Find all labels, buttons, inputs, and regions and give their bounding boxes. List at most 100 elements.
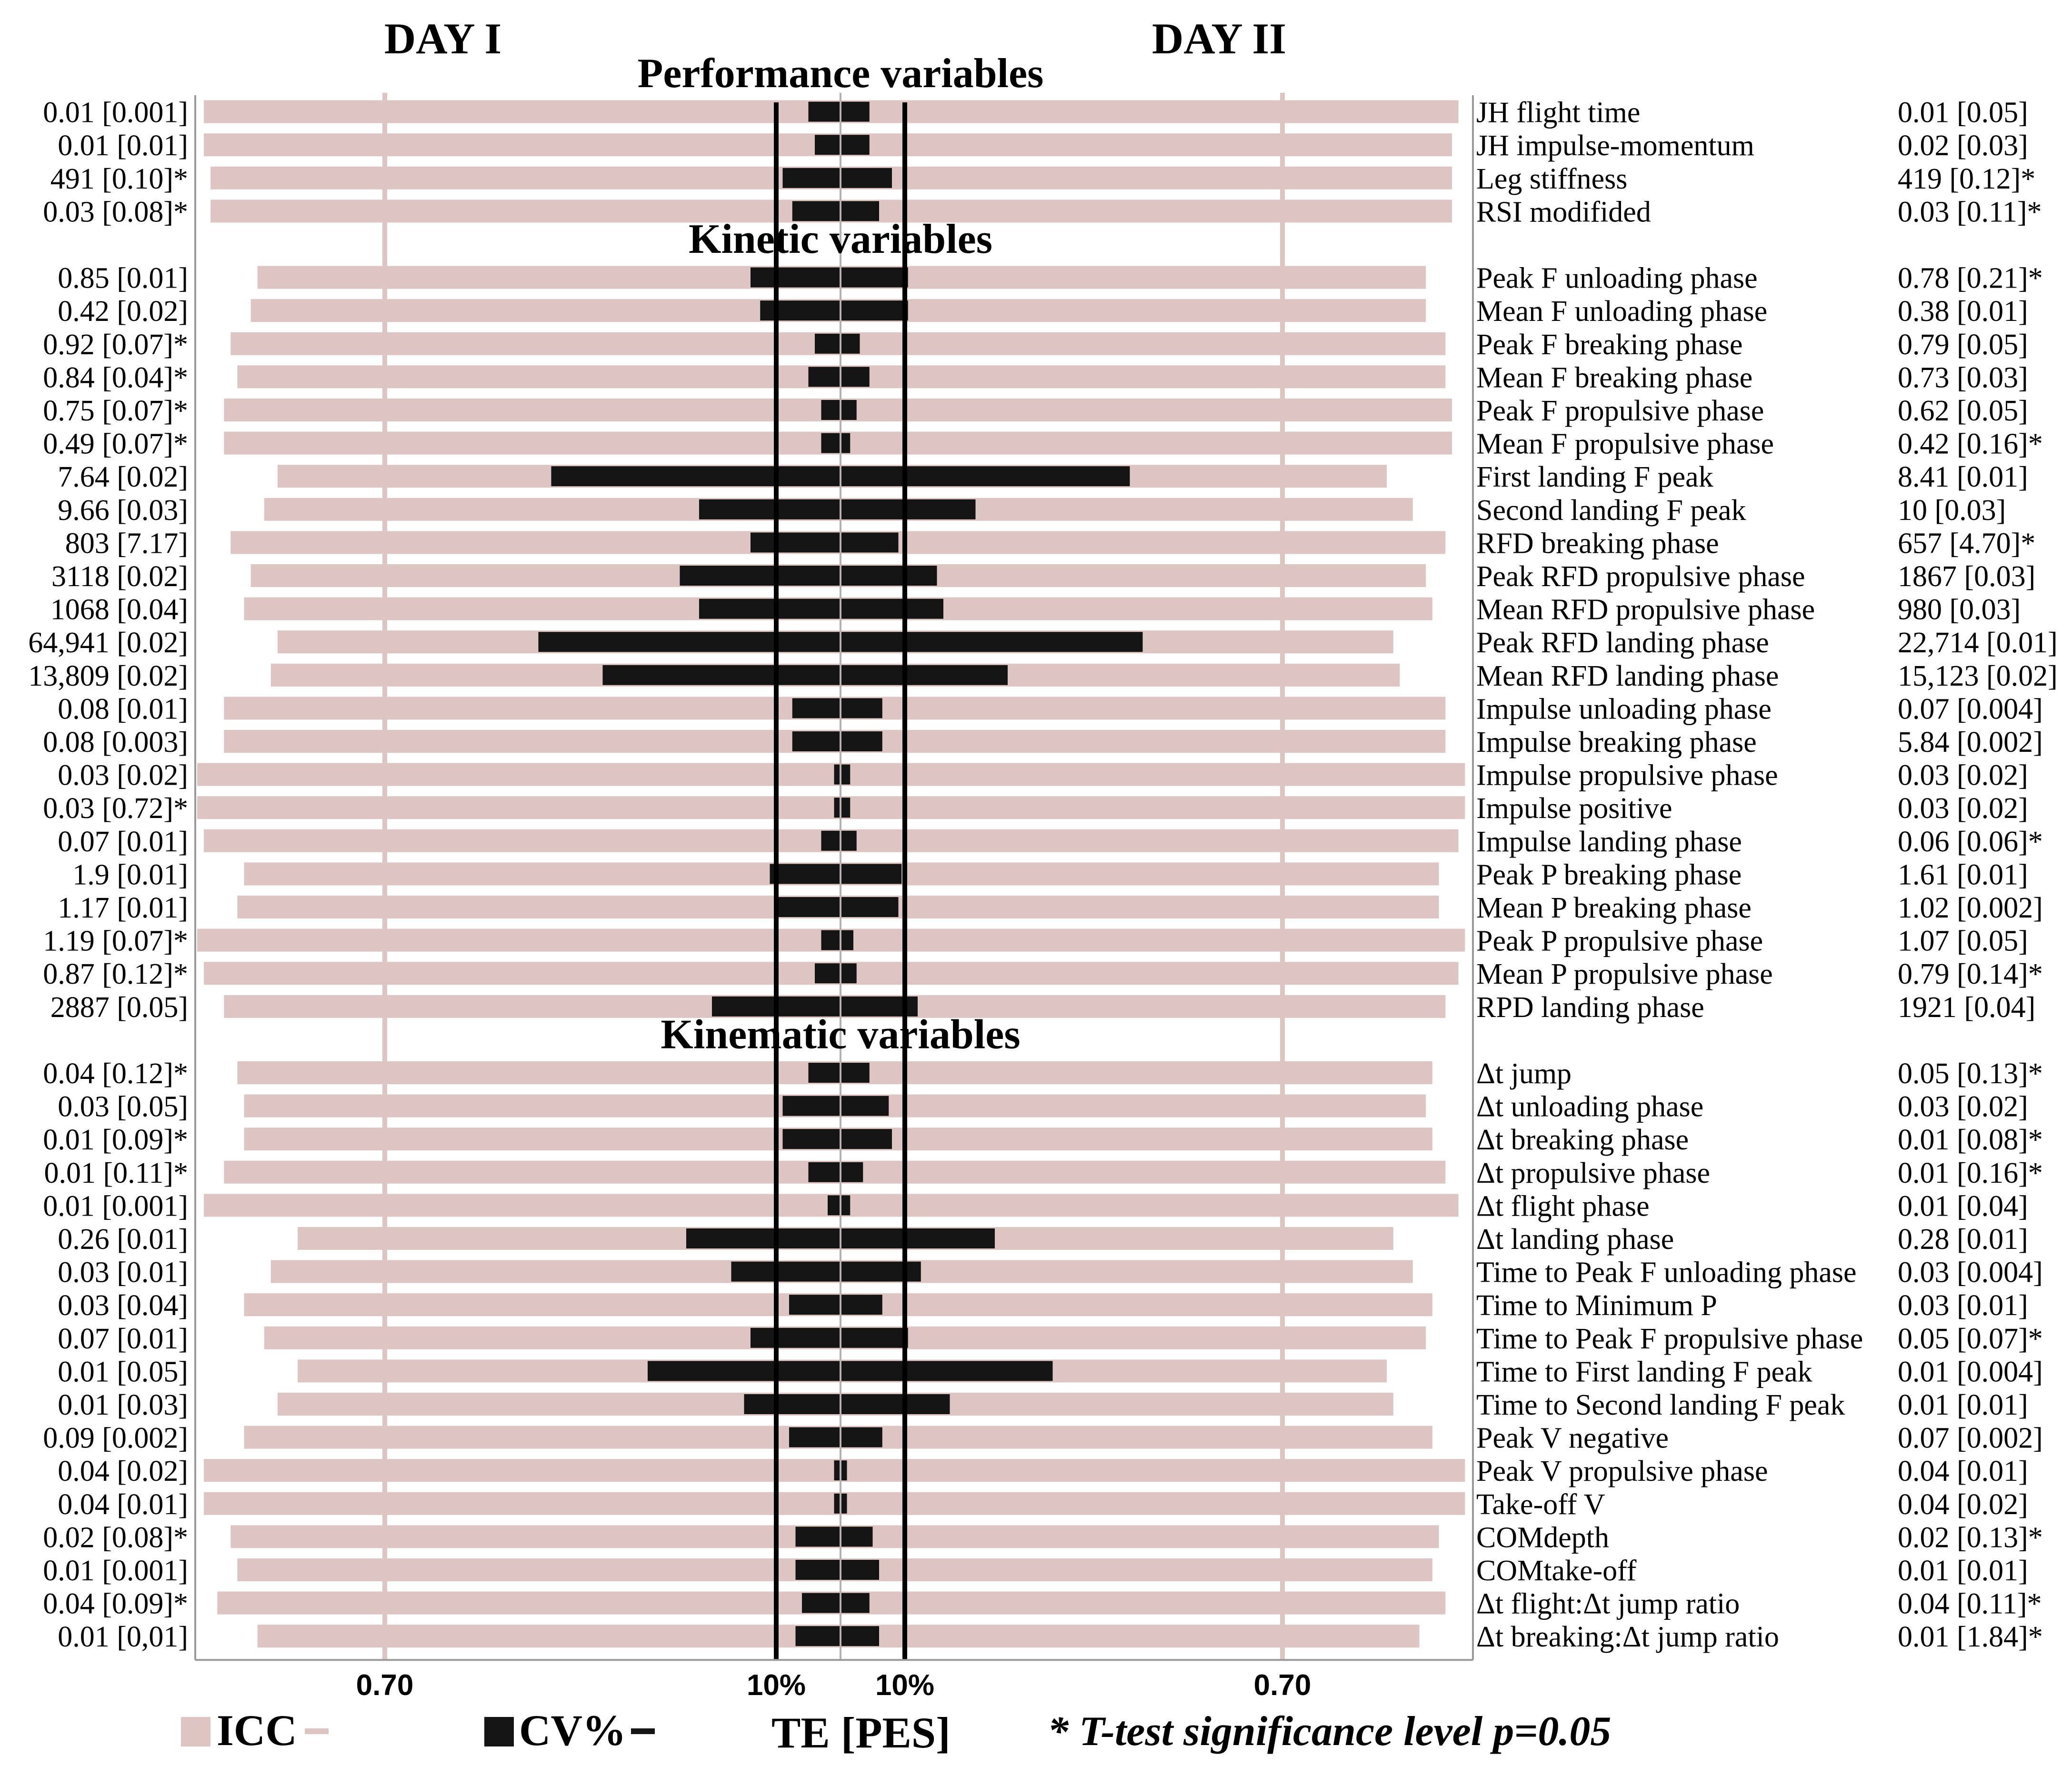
te-day2-value: 0.01 [0.04] (1898, 1190, 2028, 1222)
legend-icc-swatch (181, 1717, 210, 1746)
variable-label: Δt propulsive phase (1476, 1157, 1710, 1189)
cv-bar-day1 (834, 1493, 841, 1514)
cv-bar-day1 (821, 400, 841, 420)
variable-label: Impulse positive (1476, 792, 1672, 825)
variable-label: Mean RFD landing phase (1476, 660, 1779, 692)
cv-bar-day1 (815, 135, 841, 155)
variable-label: Peak P propulsive phase (1476, 925, 1763, 958)
legend-te-label: TE [PES] (771, 1708, 951, 1757)
cv-bar-day1 (792, 698, 841, 718)
variable-label: COMtake-off (1476, 1555, 1637, 1587)
cv-bar-day2 (841, 1096, 889, 1116)
cv-bar-day2 (841, 930, 853, 950)
cv-bar-day2 (841, 499, 976, 519)
te-day1-value: 0.87 [0.12]* (43, 958, 188, 990)
icc-bar-day2 (841, 1558, 1432, 1581)
te-day1-value: 3118 [0.02] (51, 560, 188, 593)
te-day2-value: 0.03 [0.02] (1898, 792, 2028, 825)
icc-bar-day1 (244, 1426, 841, 1449)
te-day2-value: 0.42 [0.16]* (1898, 428, 2043, 460)
te-day2-value: 15,123 [0.02] (1898, 660, 2058, 692)
icc-bar-day1 (244, 1127, 841, 1151)
te-day1-value: 9.66 [0.03] (58, 494, 188, 527)
cv-bar-day2 (841, 1527, 873, 1547)
te-day1-value: 64,941 [0.02] (28, 627, 188, 659)
cv-bar-day2 (841, 1063, 870, 1083)
te-day2-value: 1.02 [0.002] (1898, 892, 2043, 924)
te-day2-value: 0.04 [0.01] (1898, 1455, 2028, 1487)
variable-label: Impulse breaking phase (1476, 726, 1757, 758)
icc-bar-day2 (841, 1525, 1439, 1548)
te-day2-value: 1.07 [0.05] (1898, 925, 2028, 958)
cv-bar-day2 (841, 1295, 882, 1315)
cv-bar-day1 (782, 1096, 841, 1116)
cv-bar-day2 (841, 632, 1143, 652)
icc-bar-day2 (841, 730, 1446, 753)
cv-bar-day2 (841, 300, 908, 321)
cv-bar-day1 (760, 300, 841, 321)
te-day1-value: 0.03 [0.01] (58, 1257, 188, 1289)
variable-label: Δt landing phase (1476, 1223, 1674, 1256)
te-day1-value: 0.03 [0.05] (58, 1091, 188, 1123)
icc-bar-day2 (841, 100, 1459, 123)
icc-bar-day2 (841, 564, 1426, 587)
cv-bar-day1 (815, 963, 841, 984)
te-day2-value: 0.01 [0.05] (1898, 97, 2028, 129)
cv-bar-day2 (841, 367, 870, 387)
cv-bar-day1 (731, 1261, 841, 1282)
icc-bar-day2 (841, 200, 1452, 223)
cv-bar-day1 (795, 1626, 841, 1646)
icc-bar-day2 (841, 365, 1446, 389)
icc-bar-day1 (237, 365, 841, 389)
icc-bar-day1 (257, 266, 841, 289)
te-day1-value: 0.01 [0.11]* (44, 1157, 189, 1189)
te-day2-value: 0.06 [0.06]* (1898, 826, 2043, 858)
te-day2-value: 0.73 [0.03] (1898, 361, 2028, 394)
icc-bar-day1 (237, 1061, 841, 1084)
icc-bar-day2 (841, 299, 1426, 322)
legend: ICC CV% TE [PES] * T-test significance l… (181, 1706, 1611, 1757)
variable-label: Δt breaking:Δt jump ratio (1476, 1621, 1779, 1653)
icc-bar-day2 (841, 431, 1452, 455)
legend-cv-swatch (484, 1717, 514, 1746)
variable-label: RSI modifided (1476, 196, 1651, 228)
cv-bar-day1 (602, 665, 841, 685)
te-day2-value: 0.01 [0.16]* (1898, 1157, 2043, 1189)
te-day1-value: 0.09 [0.002] (43, 1422, 188, 1455)
cv-bar-day2 (841, 830, 857, 851)
variable-label: Δt breaking phase (1476, 1124, 1689, 1156)
te-day1-value: 0.07 [0.01] (58, 826, 188, 858)
variable-label: Take-off V (1476, 1488, 1605, 1521)
cv-bar-day2 (841, 400, 857, 420)
variable-label: Leg stiffness (1476, 163, 1627, 195)
group-title: Performance variables (638, 50, 1044, 97)
te-day2-value: 980 [0.03] (1898, 594, 2021, 626)
te-day1-value: 0.03 [0.02] (58, 759, 188, 792)
icc-bar-day1 (230, 1525, 841, 1548)
cv-bar-day1 (744, 1394, 841, 1414)
cv-bar-day2 (841, 1560, 879, 1580)
te-day1-value: 0.01 [0.001] (43, 1190, 188, 1222)
icc-bar-day1 (204, 962, 841, 985)
icc-bar-day1 (237, 1558, 841, 1581)
cv-bar-day1 (751, 1327, 841, 1348)
cv-bar-day1 (821, 930, 841, 950)
te-day1-value: 0.85 [0.01] (58, 262, 188, 295)
cv-bar-day1 (821, 433, 841, 453)
te-day1-value: 0.03 [0.04] (58, 1289, 188, 1322)
te-day2-value: 10 [0.03] (1898, 494, 2006, 527)
icc-bar-day2 (841, 763, 1465, 786)
te-day1-value: 0.01 [0.001] (43, 1555, 188, 1587)
cv-bar-day1 (648, 1361, 841, 1381)
te-day2-value: 8.41 [0.01] (1898, 461, 2028, 493)
te-day1-value: 7.64 [0.02] (58, 461, 188, 493)
variable-label: JH flight time (1476, 97, 1640, 129)
te-day1-value: 1068 [0.04] (50, 594, 188, 626)
te-day2-value: 0.02 [0.13]* (1898, 1521, 2043, 1554)
icc-tick-left: 0.70 (356, 1669, 414, 1702)
te-day1-value: 0.02 [0.08]* (43, 1521, 188, 1554)
te-day2-value: 0.01 [0.01] (1898, 1389, 2028, 1421)
icc-bar-day2 (841, 266, 1426, 289)
te-day2-value: 419 [0.12]* (1898, 163, 2035, 195)
